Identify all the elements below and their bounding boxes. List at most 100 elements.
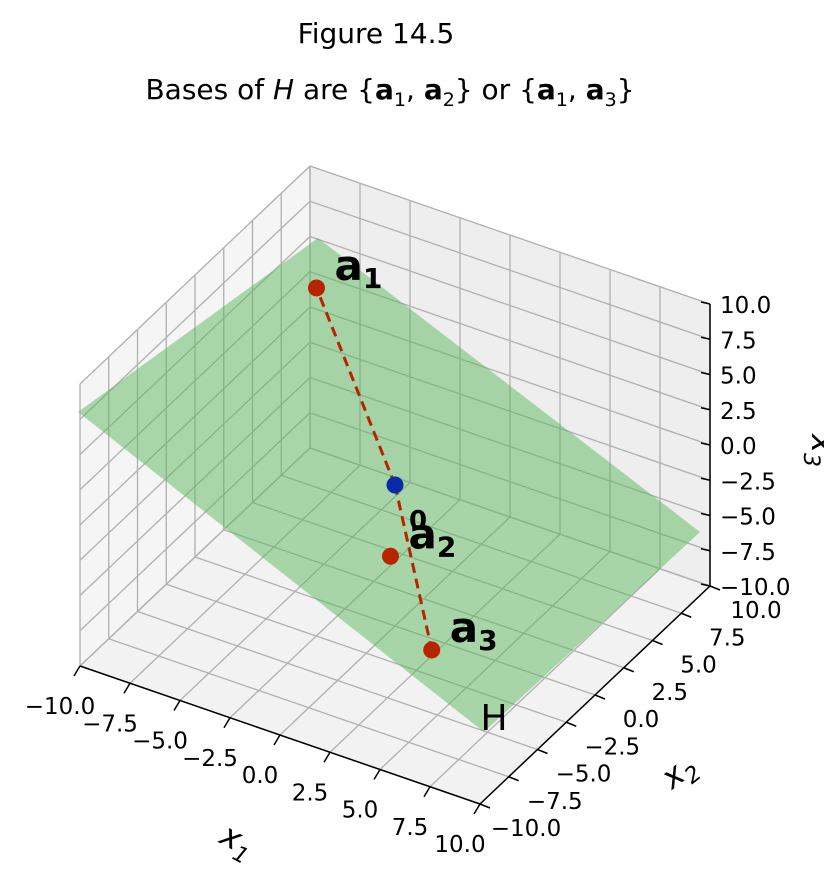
point-label-a1: a1 — [335, 241, 383, 295]
z-tick-6 — [700, 371, 711, 376]
x-tick-0 — [73, 665, 81, 677]
z-axis-label-base: x — [804, 433, 824, 454]
z-tick-label-2: −5.0 — [720, 505, 776, 531]
y-tick-8 — [709, 585, 721, 591]
point-label-a3: a3 — [450, 603, 498, 657]
point-label-a3-base: a — [450, 603, 478, 652]
y-tick-3 — [565, 721, 577, 727]
title-sep2: , — [568, 73, 586, 106]
x-tick-label-3: −2.5 — [182, 746, 238, 772]
x-tick-7 — [423, 786, 431, 798]
x-tick-label-8: 10.0 — [434, 832, 485, 858]
x-tick-label-0: −10.0 — [25, 694, 95, 720]
x-tick-4 — [273, 734, 281, 746]
y-tick-4 — [594, 694, 606, 700]
y-tick-label-3: −2.5 — [584, 734, 640, 760]
x-tick-label-7: 7.5 — [392, 815, 429, 841]
grid-x-floor-7 — [429, 568, 661, 788]
x-axis-label: x1 — [211, 815, 262, 870]
x-tick-label-5: 2.5 — [292, 780, 329, 806]
y-tick-label-8: 10.0 — [730, 598, 781, 624]
figure-suptitle: Figure 14.5 — [298, 17, 455, 50]
y-tick-label-7: 7.5 — [709, 625, 746, 651]
y-tick-label-4: 0.0 — [623, 707, 660, 733]
z-tick-label-7: 7.5 — [720, 328, 757, 354]
z-tick-label-5: 2.5 — [720, 399, 757, 425]
y-tick-label-2: −5.0 — [556, 762, 612, 788]
z-tick-label-6: 5.0 — [720, 364, 757, 390]
grid-z-left-8 — [79, 165, 311, 385]
x-tick-label-1: −7.5 — [82, 711, 138, 737]
x-tick-label-4: 0.0 — [242, 763, 279, 789]
z-axis-label: x3 — [798, 433, 824, 467]
dashed-line-a1 — [315, 287, 397, 486]
z-tick-label-3: −2.5 — [720, 469, 776, 495]
title-b1-s2: 2 — [443, 89, 455, 111]
title-middle: are { — [294, 73, 375, 106]
z-tick-8 — [700, 301, 711, 305]
y-tick-7 — [680, 612, 692, 618]
x-tick-1 — [123, 682, 131, 694]
vector-lines — [315, 287, 434, 651]
z-tick-0 — [700, 583, 711, 587]
data-points — [308, 279, 441, 659]
point-label-a3-sub: 3 — [478, 624, 497, 657]
z-tick-2 — [700, 512, 711, 517]
axis-ticks: −10.0−10.0−10.0−7.5−7.5−7.5−5.0−5.0−5.0−… — [25, 293, 791, 858]
title-italic-h: H — [273, 73, 294, 106]
z-tick-label-8: 10.0 — [720, 293, 771, 319]
z-tick-label-1: −7.5 — [720, 540, 776, 566]
z-tick-4 — [700, 442, 711, 446]
point-label-a2-base: a — [409, 509, 437, 558]
grid-z-back-8 — [309, 165, 711, 305]
grid-z-back-7 — [309, 200, 711, 340]
z-tick-label-0: −10.0 — [720, 575, 790, 601]
y-tick-1 — [508, 776, 520, 782]
x-tick-label-2: −5.0 — [132, 729, 188, 755]
y-tick-label-5: 2.5 — [651, 680, 688, 706]
x-tick-6 — [373, 769, 381, 780]
y-tick-5 — [623, 667, 635, 673]
plane-h-label: H — [480, 698, 507, 739]
title-sep1: , — [406, 73, 424, 106]
x-tick-2 — [173, 700, 181, 711]
dashed-line-a3 — [393, 484, 434, 651]
y-tick-2 — [537, 748, 548, 755]
point-label-a2: a2 — [409, 509, 457, 563]
title-b2-s1: 1 — [556, 89, 568, 111]
title-b2-s2: 3 — [605, 89, 617, 111]
title-b1-s1: 1 — [394, 89, 406, 111]
point-0 — [386, 476, 404, 494]
z-tick-5 — [700, 407, 711, 411]
title-b2-a: a — [537, 73, 556, 106]
title-b1-a: a — [375, 73, 394, 106]
y-tick-6 — [652, 639, 663, 646]
point-label-a1-base: a — [335, 241, 363, 290]
title-b2-a2: a — [586, 73, 605, 106]
y-tick-0 — [479, 803, 491, 809]
z-tick-1 — [700, 548, 711, 552]
title-prefix: Bases of — [145, 73, 273, 106]
y-axis-label: x2 — [653, 746, 707, 802]
y-tick-label-6: 5.0 — [680, 653, 717, 679]
x-tick-8 — [473, 803, 481, 815]
x-tick-5 — [323, 751, 331, 763]
point-label-a2-sub: 2 — [437, 530, 456, 563]
title-mid2: } or { — [455, 73, 537, 106]
grid-z-back-6 — [309, 235, 711, 376]
y-tick-label-0: −10.0 — [491, 816, 561, 842]
point-label-a1-sub: 1 — [363, 262, 382, 295]
x-tick-3 — [223, 717, 231, 729]
point-a2 — [382, 547, 399, 565]
y-tick-label-1: −7.5 — [527, 789, 583, 815]
z-tick-label-4: 0.0 — [720, 434, 757, 460]
z-tick-7 — [700, 336, 711, 340]
point-a3 — [423, 641, 441, 659]
x-tick-label-6: 5.0 — [342, 798, 379, 824]
z-axis-label-sub: 3 — [798, 453, 823, 467]
point-label-origin: 0 — [409, 506, 427, 536]
title-suffix: } — [617, 73, 635, 106]
chart-title: Bases of H are {a1, a2} or {a1, a3} — [145, 73, 634, 111]
